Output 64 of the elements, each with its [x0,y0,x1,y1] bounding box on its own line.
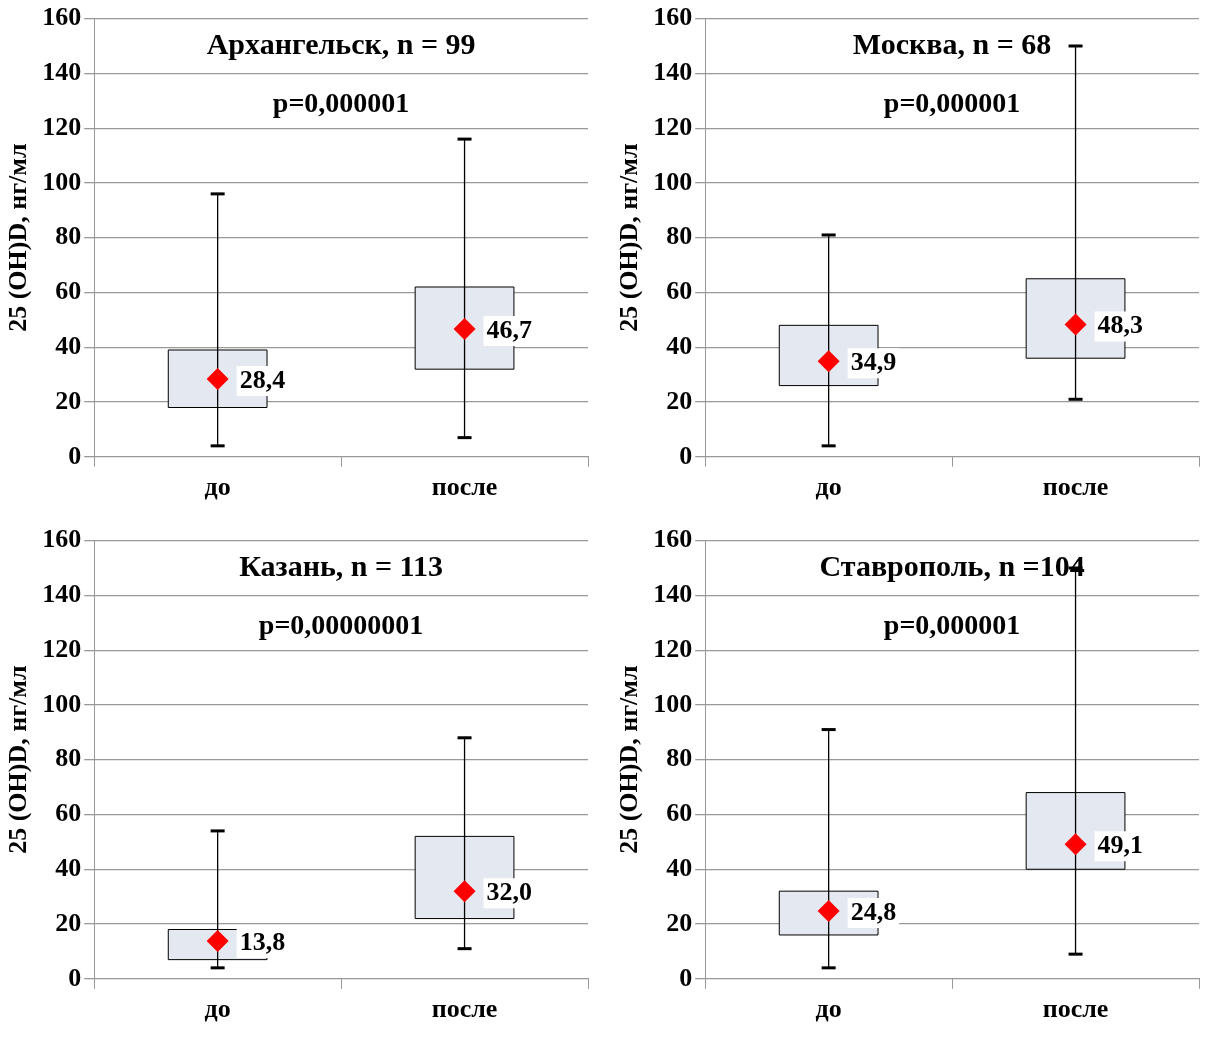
y-tick-label: 100 [653,688,693,718]
y-tick-label: 120 [42,111,82,141]
y-tick-label: 40 [55,330,82,360]
y-tick-label: 0 [68,440,82,470]
y-tick-label: 20 [666,385,693,415]
x-tick-label: до [815,472,842,502]
y-tick-label: 160 [42,2,82,32]
text: 32,0 [486,876,533,906]
y-tick-label: 80 [666,743,693,773]
y-tick-label: 40 [666,852,693,882]
text: 24,8 [850,896,897,926]
y-tick-label: 140 [42,579,82,609]
y-tick-label: 0 [679,962,693,992]
chart-title: Казань, n = 113 [239,549,443,583]
y-tick-label: 140 [653,57,693,87]
x-tick-label: до [204,472,231,502]
y-tick-label: 0 [68,962,82,992]
text: 46,7 [486,314,533,344]
y-tick-label: 140 [42,57,82,87]
y-tick-label: 100 [653,166,693,196]
y-tick-label: 60 [55,276,82,306]
y-tick-label: 40 [666,330,693,360]
y-axis-title: 25 (OH)D, нг/мл [614,143,644,332]
y-tick-label: 160 [653,524,693,554]
x-tick-label: после [431,472,498,502]
y-tick-label: 120 [42,633,82,663]
x-tick-label: после [1042,994,1109,1024]
text: 49,1 [1097,830,1144,860]
x-tick-label: до [815,994,842,1024]
x-tick-label: после [1042,472,1109,502]
y-tick-label: 120 [653,111,693,141]
y-tick-label: 40 [55,852,82,882]
y-tick-label: 160 [653,2,693,32]
y-tick-label: 80 [55,743,82,773]
y-axis-title: 25 (OH)D, нг/мл [614,665,644,854]
text: 13,8 [239,926,286,956]
y-axis-title: 25 (OH)D, нг/мл [3,143,33,332]
annotation: p=0,000001 [883,86,1021,118]
annotation: p=0,000001 [883,608,1021,640]
annotation: p=0,00000001 [258,608,424,640]
y-axis-title: 25 (OH)D, нг/мл [3,665,33,854]
y-tick-label: 120 [653,633,693,663]
y-tick-label: 20 [666,907,693,937]
chart-title: Ставрополь, n =104 [819,549,1085,583]
y-tick-label: 0 [679,440,693,470]
y-tick-label: 80 [55,221,82,251]
annotation: p=0,000001 [272,86,410,118]
chart-title: Архангельск, n = 99 [206,27,476,61]
y-tick-label: 60 [666,276,693,306]
y-tick-label: 100 [42,166,82,196]
y-tick-label: 80 [666,221,693,251]
y-tick-label: 20 [55,385,82,415]
y-tick-label: 60 [55,798,82,828]
chart-title: Москва, n = 68 [852,27,1052,61]
y-tick-label: 100 [42,688,82,718]
y-tick-label: 160 [42,524,82,554]
text: 34,9 [850,346,897,376]
y-tick-label: 60 [666,798,693,828]
x-tick-label: до [204,994,231,1024]
text: 28,4 [239,364,286,394]
text: 48,3 [1097,310,1144,340]
y-tick-label: 140 [653,579,693,609]
y-tick-label: 20 [55,907,82,937]
x-tick-label: после [431,994,498,1024]
